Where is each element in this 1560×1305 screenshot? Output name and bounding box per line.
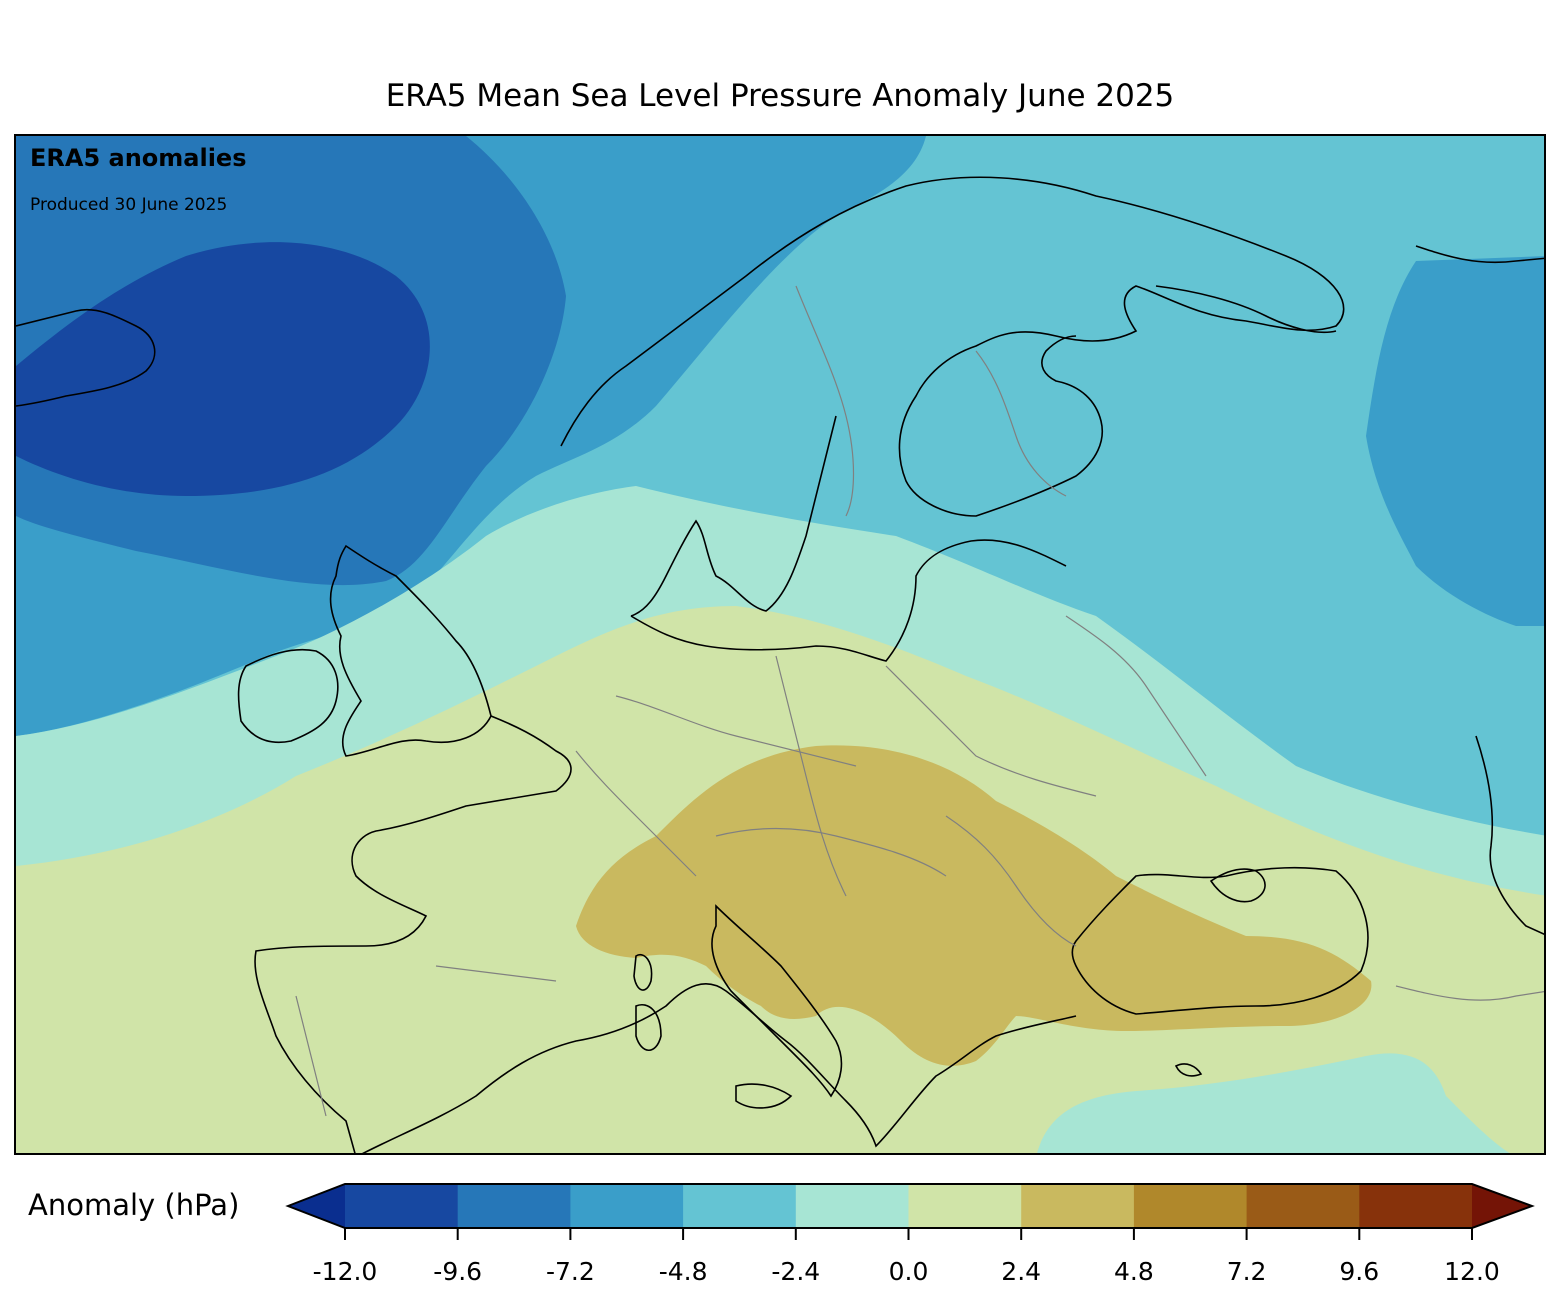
colorbar-segment	[345, 1184, 459, 1228]
colorbar-tick-label: 12.0	[1444, 1257, 1500, 1286]
colorbar-tick-label: -12.0	[312, 1257, 378, 1286]
baltic-coast	[630, 539, 1067, 662]
colorbar-tick-label: 9.6	[1339, 1257, 1380, 1286]
colorbar-extend-low	[288, 1184, 345, 1228]
map-title: ERA5 Mean Sea Level Pressure Anomaly Jun…	[385, 78, 1175, 114]
sicily-coast	[735, 1083, 793, 1109]
overlay-heading: ERA5 anomalies	[30, 144, 247, 172]
black-sea-coast	[1071, 866, 1369, 1015]
colorbar-tick-label: 4.8	[1114, 1257, 1154, 1286]
colorbar-tick-label: 7.2	[1226, 1257, 1267, 1286]
anomaly-band-minus7-east	[1366, 256, 1544, 626]
ireland-coast	[237, 648, 339, 743]
anomaly-band-minus12	[16, 242, 430, 496]
colorbar-segment	[570, 1184, 684, 1228]
anomaly-band-plus2	[576, 745, 1372, 1066]
map-canvas	[16, 136, 1544, 1153]
colorbar-segment	[1359, 1184, 1473, 1228]
sardinia-coast	[635, 1004, 662, 1052]
colorbar-tick-label: -2.4	[771, 1257, 821, 1286]
western-europe-coast	[254, 715, 572, 1153]
kola-coast	[1155, 285, 1337, 334]
italy-coast	[711, 904, 843, 1098]
colorbar-segment	[908, 1184, 1022, 1228]
colorbar-extend-high	[1472, 1184, 1532, 1228]
sweden-coast	[630, 415, 837, 617]
colorbar-segment	[795, 1184, 909, 1228]
corsica-coast	[633, 954, 653, 991]
map-panel	[14, 134, 1546, 1155]
colorbar-segment	[457, 1184, 571, 1228]
colorbar-label: Anomaly (hPa)	[28, 1188, 240, 1222]
colorbar-segment	[683, 1184, 797, 1228]
britain-coast	[329, 544, 492, 757]
coastlines	[16, 176, 1544, 1153]
cyprus-coast	[1174, 1063, 1203, 1077]
crimea-coast	[1209, 868, 1266, 903]
colorbar-tick-label: 2.4	[1001, 1257, 1042, 1286]
colorbar-segment	[1021, 1184, 1135, 1228]
caspian-coast	[1475, 735, 1544, 936]
scandinavia-coast	[560, 176, 1345, 517]
anomaly-band-minus2-se	[1037, 1053, 1510, 1153]
colorbar-segment	[1133, 1184, 1248, 1228]
colorbar-tick-label: 0.0	[888, 1257, 929, 1286]
colorbar-tick-label: -4.8	[658, 1257, 708, 1286]
novaya-coast	[1415, 245, 1544, 264]
colorbar-tick-label: -7.2	[546, 1257, 595, 1286]
iceland-coast	[16, 308, 156, 407]
country-borders	[295, 285, 1544, 1117]
colorbar-tick-label: -9.6	[433, 1257, 483, 1286]
colorbar-segment	[1246, 1184, 1360, 1228]
mediterranean-coast	[362, 982, 1077, 1153]
colorbar	[285, 1183, 1535, 1240]
overlay-produced-date: Produced 30 June 2025	[30, 195, 228, 215]
